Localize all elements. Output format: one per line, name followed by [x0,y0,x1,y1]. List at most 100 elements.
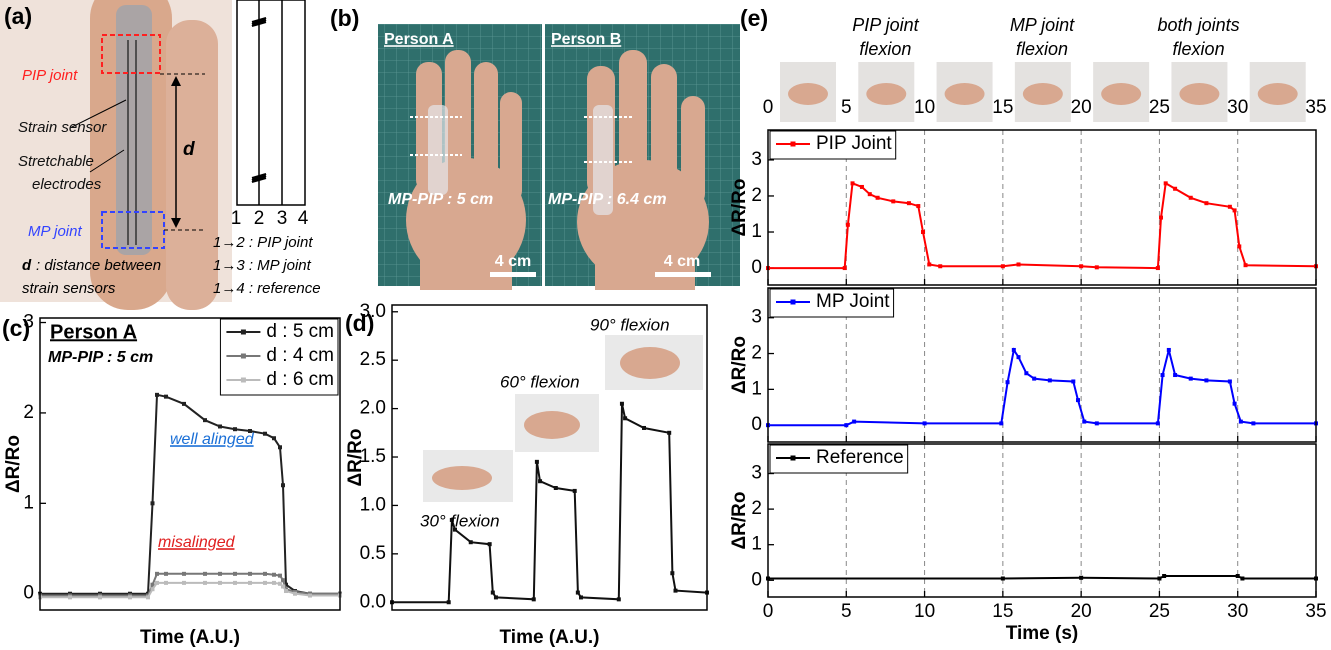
data-point [532,597,536,601]
time-label: 0 [763,97,774,118]
label: Strain sensor [18,119,107,136]
data-point [248,581,252,585]
data-point [907,201,911,205]
data-point [278,445,282,449]
data-point [1017,355,1021,359]
legend-label: Reference [816,447,904,468]
time-label: 20 [1071,97,1092,118]
data-point [851,181,855,185]
annotation: 90° flexion [590,315,670,334]
data-point [1032,377,1036,381]
data-point [1095,265,1099,269]
label: PIP joint [22,67,78,84]
y-tick-label: 2 [23,402,34,423]
label: d [183,139,195,160]
legend: PIP Joint [770,131,896,159]
data-point [164,581,168,585]
data-point [642,426,646,430]
data-point [1189,196,1193,200]
hand [432,466,492,490]
data-point [538,479,542,483]
label: strain sensors [22,280,116,297]
data-point [164,572,168,576]
legend: MP Joint [770,289,894,317]
data-point [281,483,285,487]
data-point [1161,373,1165,377]
data-point [579,595,583,599]
time-label: 35 [1305,97,1326,118]
y-tick-label: 0 [751,569,762,590]
y-axis-label: ΔR/Ro [729,336,750,394]
channel: 3 [277,208,288,229]
data-point [1189,377,1193,381]
data-point [1095,421,1099,425]
scale-bar [490,272,536,277]
data-point [218,581,222,585]
y-tick-label: 3 [751,149,762,170]
data-point [1204,378,1208,382]
annotation: Person A [50,321,137,343]
annotation: misalinged [158,534,236,551]
data-point [182,581,186,585]
hand [1101,83,1141,105]
phase-label: both joints [1158,15,1240,35]
x-tick-label: 15 [992,601,1013,622]
x-tick-label: 5 [841,601,852,622]
label: Stretchable [18,153,94,170]
insets-d [423,335,703,502]
mapping: 1→2 : PIP joint [213,234,313,251]
data-point [182,572,186,576]
data-point [916,204,920,208]
scale-bar [655,272,711,277]
y-tick-label: 0 [23,583,34,604]
legend-label: d : 4 cm [266,345,334,366]
y-tick-label: 2 [751,498,762,519]
label: electrodes [32,176,102,193]
data-point [620,402,624,406]
data-point [281,578,285,582]
data-point [623,416,627,420]
data-point [494,595,498,599]
data-point [447,600,451,604]
data-point [876,196,880,200]
data-point [1071,379,1075,383]
channel: 2 [254,208,265,229]
data-point [1006,380,1010,384]
data-point [284,589,288,593]
phase-label: flexion [859,39,911,59]
data-point [1162,574,1166,578]
y-tick-label: 1 [751,534,762,555]
data-point [155,393,159,397]
legend-label: PIP Joint [816,133,892,154]
y-tick-label: 1 [751,378,762,399]
data-point [1251,421,1255,425]
hand [945,83,985,105]
data-point [182,402,186,406]
y-tick-label: 3 [751,307,762,328]
data-point [263,432,267,436]
data-line [40,395,340,594]
data-point [927,262,931,266]
hand [1023,83,1063,105]
hand [620,347,680,379]
legend-marker [241,330,246,335]
label: MP joint [28,223,82,240]
panel-label: (a) [4,3,32,29]
scale-label: 4 cm [664,253,700,270]
data-point [203,581,207,585]
data-point [852,420,856,424]
data-point [98,595,102,599]
sensor-strip [116,5,152,255]
phase-label: MP joint [1010,15,1075,35]
schematic [237,0,305,205]
data-point [1228,379,1232,383]
data-point [1001,264,1005,268]
y-tick-label: 1.0 [360,494,386,515]
data-point [1240,576,1244,580]
y-tick-label: 3 [751,463,762,484]
x-tick-label: 10 [914,601,935,622]
data-point [868,192,872,196]
data-point [1076,398,1080,402]
data-point [617,597,621,601]
